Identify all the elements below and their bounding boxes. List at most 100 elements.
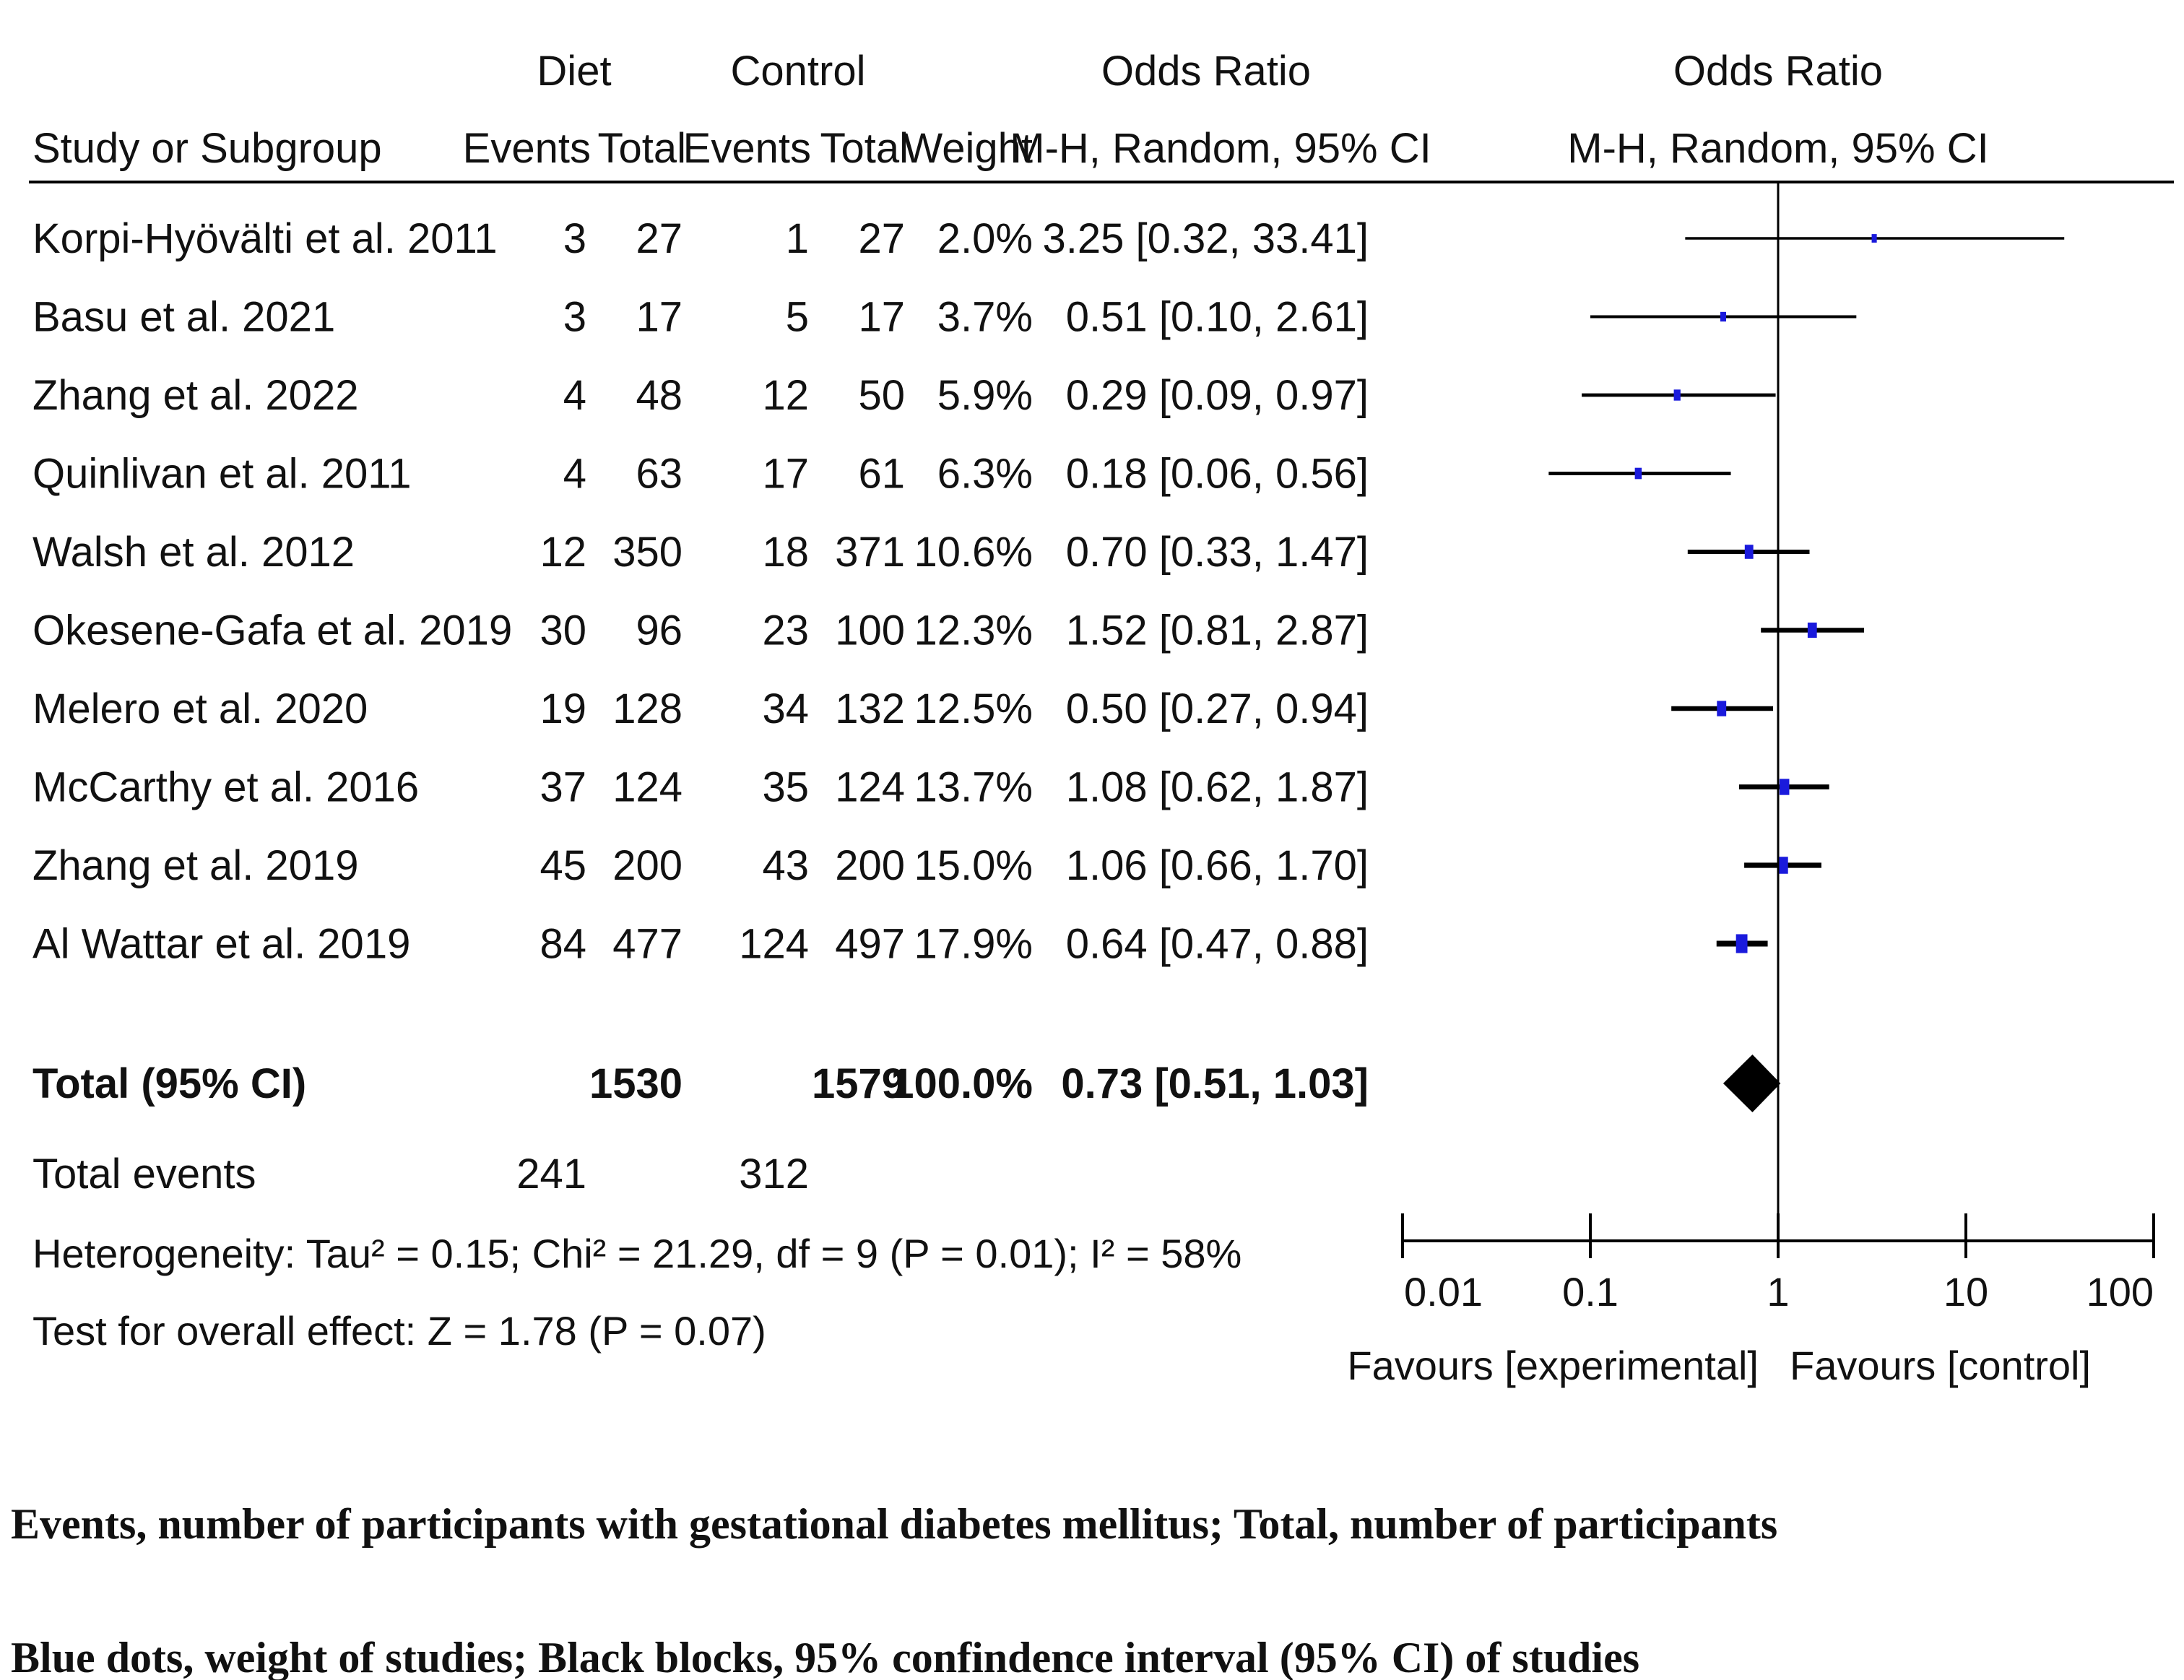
weight-marker [1673,389,1681,401]
cell-events-diet: 19 [540,685,586,732]
header-total-control: Total [820,125,909,172]
table-row: Basu et al. 2021 3 17 5 17 3.7% 0.51 [0.10, 2.… [32,294,1369,341]
cell-weight: 15.0% [914,842,1033,889]
cell-total-diet: 124 [612,764,682,811]
cell-or-ci: 1.06 [0.66, 1.70] [1066,842,1369,889]
x-tick-label: 10 [1944,1269,1988,1315]
cell-events-control: 12 [762,372,809,419]
x-tick-label: 0.01 [1404,1269,1483,1315]
cell-or-ci: 0.64 [0.47, 0.88] [1066,921,1369,968]
header-method: M-H, Random, 95% CI [1010,125,1431,172]
heterogeneity-text: Heterogeneity: Tau² = 0.15; Chi² = 21.29… [32,1231,1242,1276]
cell-study: Al Wattar et al. 2019 [32,921,410,968]
cell-events-control: 34 [762,685,809,732]
cell-total-control: 100 [835,607,905,654]
x-tick-label: 1 [1767,1269,1789,1315]
forest-plot-area: 0.01 0.1 1 10 100 [1401,182,2155,1315]
cell-total-control: 124 [835,764,905,811]
header-events-control: Events [683,125,811,172]
cell-total-diet: 477 [612,921,682,968]
header-weight: Weight [904,125,1033,172]
cell-study: McCarthy et al. 2016 [32,764,419,811]
cell-total-diet: 200 [612,842,682,889]
cell-or-ci: 0.70 [0.33, 1.47] [1066,529,1369,576]
table-row: Quinlivan et al. 2011 4 63 17 61 6.3% 0.18 [0.… [32,451,1369,498]
total-events-e1: 241 [516,1151,586,1198]
cell-study: Zhang et al. 2019 [32,842,358,889]
cell-events-control: 5 [786,294,809,341]
cell-total-control: 371 [835,529,905,576]
cell-weight: 12.3% [914,607,1033,654]
cell-total-control: 50 [858,372,905,419]
weight-marker [1777,857,1788,874]
cell-or-ci: 3.25 [0.32, 33.41] [1043,215,1369,262]
weight-marker [1717,701,1727,716]
cell-study: Okesene-Gafa et al. 2019 [32,607,512,654]
table-row: Walsh et al. 2012 12 350 18 371 10.6% 0.70 [0.… [32,529,1369,576]
study-rows: Korpi-Hyövälti et al. 2011 3 27 1 27 2.0% 3.25… [32,215,1369,968]
cell-study: Basu et al. 2021 [32,294,335,341]
cell-total-control: 27 [858,215,905,262]
total-label: Total (95% CI) [32,1060,306,1107]
cell-weight: 6.3% [937,451,1033,498]
cell-study: Walsh et al. 2012 [32,529,355,576]
cell-study: Zhang et al. 2022 [32,372,358,419]
total-ci-text: 0.73 [0.51, 1.03] [1061,1060,1369,1107]
cell-study: Korpi-Hyövälti et al. 2011 [32,215,498,262]
cell-or-ci: 1.08 [0.62, 1.87] [1066,764,1369,811]
cell-events-diet: 4 [563,372,586,419]
favours-right-label: Favours [control] [1790,1343,2091,1388]
cell-events-diet: 30 [540,607,586,654]
cell-events-diet: 4 [563,451,586,498]
total-diamond [1722,1055,1781,1112]
cell-study: Melero et al. 2020 [32,685,368,732]
total-t1: 1530 [589,1060,682,1107]
cell-total-diet: 350 [612,529,682,576]
x-tick-label: 0.1 [1562,1269,1618,1315]
x-tick-label: 100 [2086,1269,2154,1315]
cell-weight: 5.9% [937,372,1033,419]
table-row: Al Wattar et al. 2019 84 477 124 497 17.9% 0.6… [32,921,1369,968]
cell-events-control: 1 [786,215,809,262]
cell-study: Quinlivan et al. 2011 [32,451,412,498]
cell-weight: 13.7% [914,764,1033,811]
cell-weight: 12.5% [914,685,1033,732]
cell-total-diet: 128 [612,685,682,732]
cell-events-diet: 3 [563,215,586,262]
cell-weight: 3.7% [937,294,1033,341]
header-plot-method: M-H, Random, 95% CI [1567,125,1988,172]
cell-total-control: 17 [858,294,905,341]
weight-marker [1807,622,1817,638]
cell-total-diet: 96 [636,607,682,654]
header-total-diet: Total [597,125,686,172]
cell-events-diet: 12 [540,529,586,576]
cell-or-ci: 0.29 [0.09, 0.97] [1066,372,1369,419]
weight-marker [1779,779,1790,795]
favours-left-label: Favours [experimental] [1347,1343,1759,1388]
total-events-label: Total events [32,1151,256,1198]
cell-events-control: 43 [762,842,809,889]
header-study: Study or Subgroup [32,125,382,172]
weight-marker [1736,934,1748,953]
cell-events-control: 23 [762,607,809,654]
cell-total-diet: 63 [636,451,682,498]
total-weight: 100.0% [890,1060,1033,1107]
cell-weight: 17.9% [914,921,1033,968]
header-diet: Diet [537,48,611,95]
cell-total-control: 61 [858,451,905,498]
cell-events-diet: 45 [540,842,586,889]
table-row: Okesene-Gafa et al. 2019 30 96 23 100 12.3% 1.… [32,607,1369,654]
total-events-e2: 312 [739,1151,809,1198]
cell-total-control: 132 [835,685,905,732]
header-events-diet: Events [463,125,591,172]
cell-events-control: 35 [762,764,809,811]
header-control: Control [731,48,866,95]
cell-or-ci: 1.52 [0.81, 2.87] [1066,607,1369,654]
cell-or-ci: 0.50 [0.27, 0.94] [1066,685,1369,732]
cell-weight: 2.0% [937,215,1033,262]
weight-marker [1634,467,1642,480]
table-row: Zhang et al. 2022 4 48 12 50 5.9% 0.29 [0.09, … [32,372,1369,419]
cell-or-ci: 0.51 [0.10, 2.61] [1066,294,1369,341]
cell-total-control: 497 [835,921,905,968]
